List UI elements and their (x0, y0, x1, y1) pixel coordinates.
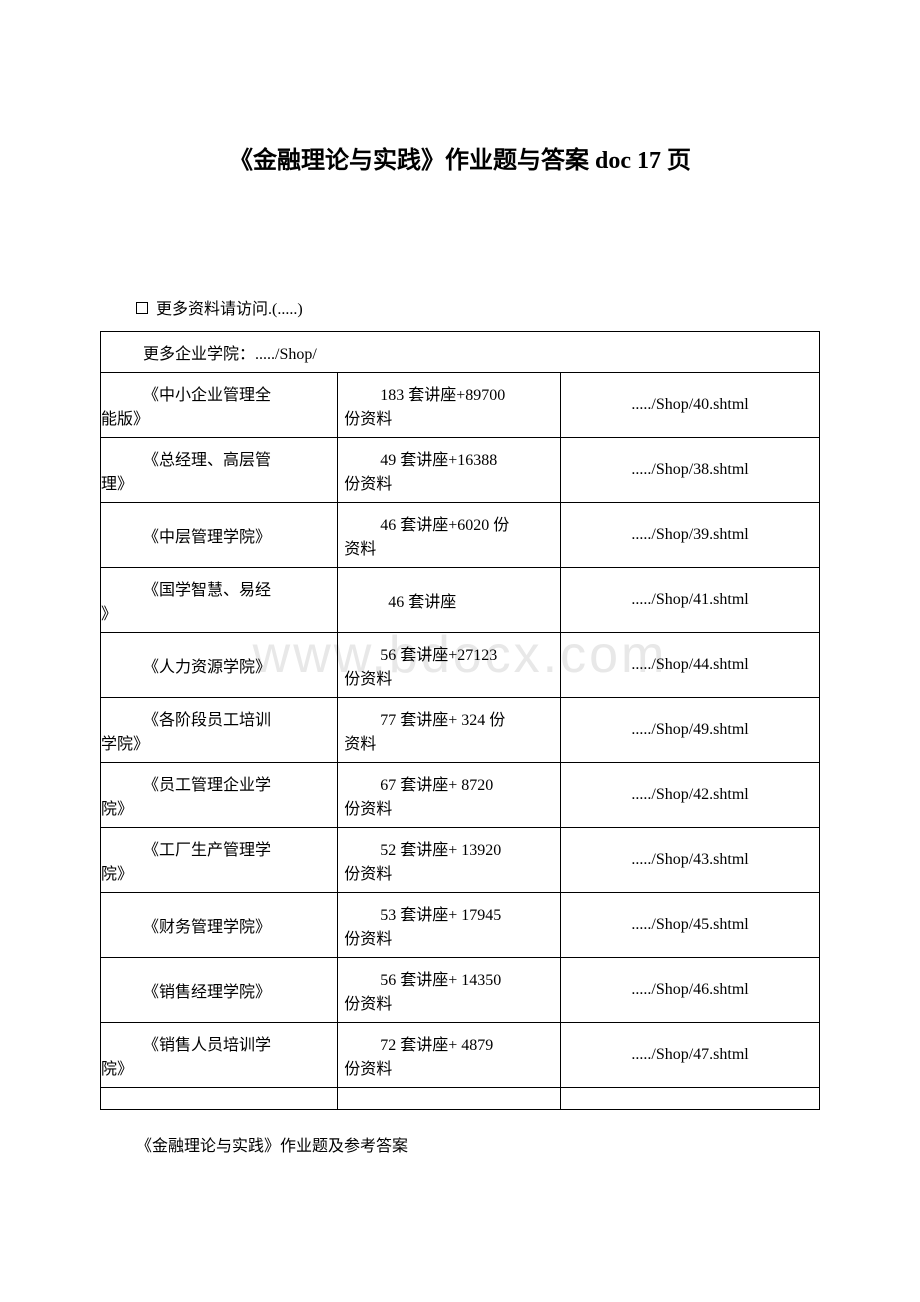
course-desc-cell: 52 套讲座+ 13920 份资料 (338, 828, 561, 893)
course-name-cell: 《财务管理学院》 (101, 893, 338, 958)
course-desc-cell: 56 套讲座+ 14350 份资料 (338, 958, 561, 1023)
cell-text: 资料 (344, 736, 376, 753)
cell-text: 份资料 (344, 671, 392, 688)
table-header-cell: 更多企业学院：...../Shop/ (101, 332, 820, 373)
cell-text: 56 套讲座+ 14350 (344, 966, 554, 990)
table-row: 《国学智慧、易经》 46 套讲座 ...../Shop/41.shtml (101, 568, 820, 633)
course-name-cell: 《销售经理学院》 (101, 958, 338, 1023)
course-desc-cell: 183 套讲座+89700 份资料 (338, 373, 561, 438)
intro-text: 更多资料请访问.(.....) (100, 295, 820, 319)
cell-text: 《国学智慧、易经 (101, 576, 331, 600)
table-row: 《各阶段员工培训学院》 77 套讲座+ 324 份资料 ...../Shop/4… (101, 698, 820, 763)
course-link-cell: ...../Shop/39.shtml (561, 503, 820, 568)
table-row: 《销售经理学院》 56 套讲座+ 14350 份资料 ...../Shop/46.… (101, 958, 820, 1023)
course-link-cell: ...../Shop/44.shtml (561, 633, 820, 698)
cell-text: 》 (101, 606, 117, 623)
course-table: 更多企业学院：...../Shop/ 《中小企业管理全能版》 183 套讲座+8… (100, 331, 820, 1110)
cell-text: 《各阶段员工培训 (101, 706, 331, 730)
course-link-cell: ...../Shop/38.shtml (561, 438, 820, 503)
cell-text: 《中小企业管理全 (101, 381, 331, 405)
course-name-cell: 《员工管理企业学院》 (101, 763, 338, 828)
cell-text: 份资料 (344, 931, 392, 948)
checkbox-icon (136, 302, 148, 314)
empty-cell (561, 1088, 820, 1110)
cell-text: 49 套讲座+16388 (344, 446, 554, 470)
cell-text: 份资料 (344, 1061, 392, 1078)
page-title: 《金融理论与实践》作业题与答案 doc 17 页 (100, 140, 820, 175)
table-row: 《工厂生产管理学院》 52 套讲座+ 13920 份资料 ...../Shop/4… (101, 828, 820, 893)
cell-text: 份资料 (344, 411, 392, 428)
course-desc-cell: 46 套讲座 (338, 568, 561, 633)
course-link-cell: ...../Shop/49.shtml (561, 698, 820, 763)
cell-text: 《总经理、高层管 (101, 446, 331, 470)
cell-text: 份资料 (344, 801, 392, 818)
intro-label: 更多资料请访问.(.....) (152, 301, 303, 318)
table-row: 《中层管理学院》 46 套讲座+6020 份资料 ...../Shop/39.s… (101, 503, 820, 568)
cell-text: 份资料 (344, 866, 392, 883)
course-desc-cell: 53 套讲座+ 17945 份资料 (338, 893, 561, 958)
table-row: 《销售人员培训学院》 72 套讲座+ 4879 份资料 ...../Shop/47… (101, 1023, 820, 1088)
cell-text: 能版》 (101, 411, 149, 428)
table-row: 《财务管理学院》 53 套讲座+ 17945 份资料 ...../Shop/45.… (101, 893, 820, 958)
course-desc-cell: 49 套讲座+16388 份资料 (338, 438, 561, 503)
course-link-cell: ...../Shop/40.shtml (561, 373, 820, 438)
course-desc-cell: 67 套讲座+ 8720 份资料 (338, 763, 561, 828)
course-desc-cell: 46 套讲座+6020 份资料 (338, 503, 561, 568)
cell-text: 院》 (101, 866, 133, 883)
cell-text: 53 套讲座+ 17945 (344, 901, 554, 925)
course-name-cell: 《人力资源学院》 (101, 633, 338, 698)
course-link-cell: ...../Shop/41.shtml (561, 568, 820, 633)
cell-text: 183 套讲座+89700 (344, 381, 554, 405)
cell-text: 资料 (344, 541, 376, 558)
table-row: 《总经理、高层管理》 49 套讲座+16388 份资料 ...../Shop/38… (101, 438, 820, 503)
cell-text: 72 套讲座+ 4879 (344, 1031, 554, 1055)
course-desc-cell: 77 套讲座+ 324 份资料 (338, 698, 561, 763)
course-link-cell: ...../Shop/47.shtml (561, 1023, 820, 1088)
cell-text: 理》 (101, 476, 133, 493)
course-name-cell: 《国学智慧、易经》 (101, 568, 338, 633)
course-name-cell: 《工厂生产管理学院》 (101, 828, 338, 893)
cell-text: 52 套讲座+ 13920 (344, 836, 554, 860)
course-name-cell: 《销售人员培训学院》 (101, 1023, 338, 1088)
course-name-cell: 《中层管理学院》 (101, 503, 338, 568)
course-link-cell: ...../Shop/46.shtml (561, 958, 820, 1023)
table-row: 《中小企业管理全能版》 183 套讲座+89700 份资料 ...../Shop/… (101, 373, 820, 438)
cell-text: 院》 (101, 1061, 133, 1078)
course-name-cell: 《总经理、高层管理》 (101, 438, 338, 503)
course-desc-cell: 56 套讲座+27123 份资料 (338, 633, 561, 698)
cell-text: 份资料 (344, 476, 392, 493)
empty-cell (101, 1088, 338, 1110)
table-row: 《员工管理企业学院》 67 套讲座+ 8720 份资料 ...../Shop/42… (101, 763, 820, 828)
cell-text: 院》 (101, 801, 133, 818)
cell-text: 份资料 (344, 996, 392, 1013)
course-link-cell: ...../Shop/42.shtml (561, 763, 820, 828)
cell-text: 77 套讲座+ 324 份 (344, 706, 554, 730)
cell-text: 学院》 (101, 736, 149, 753)
table-row: 《人力资源学院》 56 套讲座+27123 份资料 ...../Shop/44.s… (101, 633, 820, 698)
footer-text: 《金融理论与实践》作业题及参考答案 (100, 1132, 820, 1156)
empty-cell (338, 1088, 561, 1110)
course-name-cell: 《中小企业管理全能版》 (101, 373, 338, 438)
cell-text: 《员工管理企业学 (101, 771, 331, 795)
course-link-cell: ...../Shop/45.shtml (561, 893, 820, 958)
cell-text: 56 套讲座+27123 (344, 641, 554, 665)
table-empty-row (101, 1088, 820, 1110)
course-desc-cell: 72 套讲座+ 4879 份资料 (338, 1023, 561, 1088)
cell-text: 67 套讲座+ 8720 (344, 771, 554, 795)
cell-text: 46 套讲座+6020 份 (344, 511, 554, 535)
course-link-cell: ...../Shop/43.shtml (561, 828, 820, 893)
course-name-cell: 《各阶段员工培训学院》 (101, 698, 338, 763)
cell-text: 《销售人员培训学 (101, 1031, 331, 1055)
table-header-row: 更多企业学院：...../Shop/ (101, 332, 820, 373)
cell-text: 《工厂生产管理学 (101, 836, 331, 860)
